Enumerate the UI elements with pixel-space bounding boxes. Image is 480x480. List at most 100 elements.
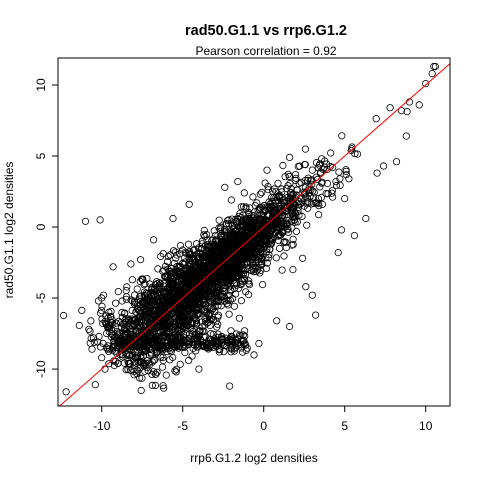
data-point (185, 310, 194, 319)
data-point (160, 384, 168, 392)
data-point (221, 226, 229, 234)
data-point (322, 190, 330, 198)
data-point (323, 179, 332, 188)
data-point (227, 196, 235, 204)
data-point (98, 294, 106, 302)
data-point (98, 302, 106, 310)
data-point (146, 280, 154, 288)
data-point (151, 381, 160, 390)
data-point (225, 310, 233, 318)
data-point (88, 345, 96, 353)
data-point (262, 230, 270, 239)
data-point (172, 254, 180, 262)
data-point (227, 337, 235, 345)
data-point (220, 347, 228, 356)
data-point (169, 214, 177, 223)
data-point (90, 334, 98, 342)
data-point (267, 240, 275, 248)
data-point (191, 267, 199, 275)
data-point (428, 70, 436, 78)
data-point (311, 311, 320, 319)
data-point (140, 362, 148, 370)
x-tick-label: -5 (177, 419, 188, 433)
data-point (188, 319, 196, 327)
data-point (141, 279, 149, 288)
data-point (211, 335, 219, 343)
data-point (247, 245, 255, 253)
data-point (207, 329, 215, 338)
data-point (338, 132, 346, 140)
data-point (372, 115, 380, 123)
data-point (122, 293, 131, 301)
data-point (126, 360, 134, 368)
data-point (243, 344, 251, 352)
data-point (301, 176, 309, 185)
data-point (256, 248, 264, 256)
data-points (59, 62, 439, 396)
data-point (238, 242, 246, 250)
data-point (237, 243, 245, 251)
data-point (255, 254, 263, 262)
data-point (255, 339, 263, 348)
data-point (137, 386, 145, 395)
data-point (267, 193, 276, 202)
data-point (130, 321, 138, 330)
data-point (288, 224, 296, 232)
data-point (217, 263, 225, 271)
data-point (289, 265, 297, 274)
data-point (98, 306, 106, 315)
data-point (316, 183, 324, 191)
data-point (214, 297, 222, 305)
data-point (237, 332, 245, 340)
data-point (186, 267, 194, 275)
data-point (350, 232, 358, 240)
data-point (315, 202, 323, 210)
data-point (136, 374, 144, 382)
data-point (266, 200, 274, 208)
data-point (324, 190, 332, 198)
data-point (159, 302, 167, 310)
data-point (148, 313, 156, 321)
data-point (342, 166, 350, 174)
data-point (205, 335, 213, 343)
data-point (165, 288, 173, 296)
data-point (295, 179, 303, 188)
data-point (293, 218, 301, 226)
data-point (281, 238, 289, 246)
data-point (134, 367, 142, 375)
data-point (235, 284, 243, 292)
data-point (186, 263, 194, 271)
data-point (191, 303, 200, 311)
y-axis: -10 -5 0 5 10 (34, 78, 58, 378)
data-point (136, 293, 144, 301)
data-point (226, 266, 234, 274)
data-point (258, 188, 266, 196)
data-point (167, 299, 175, 307)
data-point (257, 266, 265, 274)
data-point (202, 301, 210, 310)
data-point (226, 251, 234, 259)
data-point (247, 256, 255, 264)
data-point (157, 345, 165, 353)
data-point (185, 338, 194, 346)
data-point (176, 250, 184, 258)
data-point (308, 166, 316, 174)
data-point (193, 330, 201, 338)
data-point (158, 363, 167, 371)
data-point (175, 312, 183, 320)
data-point (178, 343, 186, 351)
data-point (244, 222, 252, 230)
data-point (110, 340, 118, 348)
data-point (256, 190, 264, 198)
data-point (189, 265, 198, 274)
data-point (187, 285, 195, 293)
data-point (182, 342, 190, 350)
data-point (232, 290, 240, 298)
data-point (185, 248, 193, 256)
data-point (319, 165, 327, 173)
data-point (249, 260, 257, 268)
data-point (129, 322, 137, 330)
data-point (210, 227, 218, 235)
data-point (397, 107, 405, 115)
data-point (232, 227, 240, 235)
